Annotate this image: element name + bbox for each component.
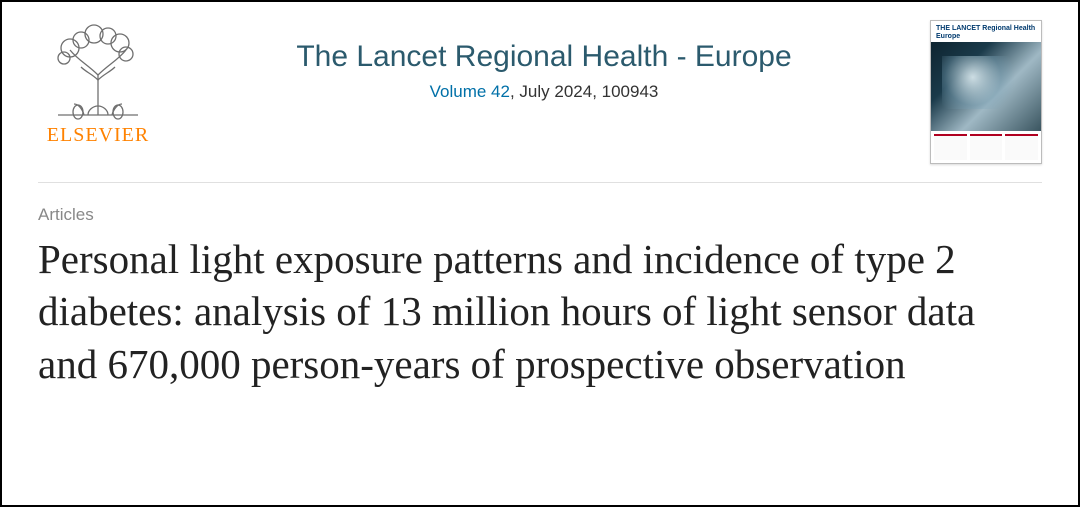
issue-date-text: , July 2024, 100943 (510, 82, 658, 101)
volume-link[interactable]: Volume 42 (430, 82, 510, 101)
header-row: ELSEVIER The Lancet Regional Health - Eu… (38, 20, 1042, 183)
cover-image (931, 42, 1041, 131)
cover-title: THE LANCET Regional Health Europe (931, 21, 1041, 42)
elsevier-tree-logo (48, 20, 148, 120)
cover-footer (931, 131, 1041, 163)
journal-cover-thumbnail[interactable]: THE LANCET Regional Health Europe (930, 20, 1042, 164)
publisher-block: ELSEVIER (38, 20, 158, 147)
publisher-name[interactable]: ELSEVIER (47, 124, 149, 147)
issue-line: Volume 42, July 2024, 100943 (158, 82, 930, 102)
article-title[interactable]: Personal light exposure patterns and inc… (38, 233, 1038, 390)
section-label: Articles (38, 205, 1042, 225)
article-card: ELSEVIER The Lancet Regional Health - Eu… (0, 0, 1080, 507)
journal-title[interactable]: The Lancet Regional Health - Europe (158, 40, 930, 74)
journal-block: The Lancet Regional Health - Europe Volu… (158, 20, 930, 102)
